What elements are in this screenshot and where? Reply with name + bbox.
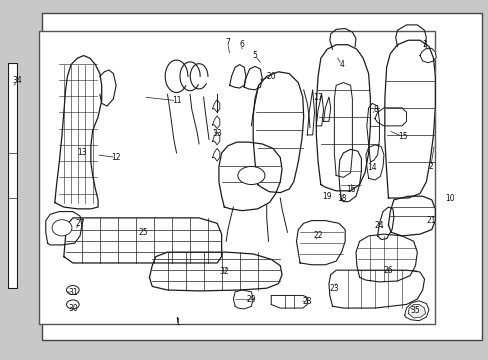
Polygon shape — [46, 212, 81, 245]
Text: 23: 23 — [329, 284, 339, 293]
Polygon shape — [64, 218, 221, 263]
Polygon shape — [253, 72, 303, 193]
Text: 6: 6 — [239, 40, 244, 49]
Polygon shape — [366, 103, 379, 162]
Polygon shape — [384, 40, 434, 198]
Text: 34: 34 — [12, 76, 22, 85]
Polygon shape — [296, 221, 345, 265]
Polygon shape — [338, 149, 361, 202]
Polygon shape — [355, 234, 416, 282]
Polygon shape — [55, 55, 102, 209]
Polygon shape — [328, 270, 424, 308]
Polygon shape — [465, 151, 488, 204]
Polygon shape — [377, 207, 393, 239]
Text: 20: 20 — [266, 72, 275, 81]
Polygon shape — [306, 90, 314, 135]
Text: 18: 18 — [336, 194, 346, 203]
Polygon shape — [323, 97, 330, 121]
Polygon shape — [229, 64, 245, 88]
Polygon shape — [316, 45, 370, 191]
Text: 4: 4 — [339, 60, 343, 69]
Text: 17: 17 — [313, 93, 322, 102]
Polygon shape — [271, 296, 306, 308]
Text: 11: 11 — [171, 96, 181, 105]
Text: 8: 8 — [373, 105, 377, 114]
Text: 1: 1 — [175, 318, 180, 327]
Text: 21: 21 — [426, 216, 436, 225]
Text: 33: 33 — [212, 129, 222, 138]
Text: 22: 22 — [313, 231, 322, 240]
Text: 28: 28 — [302, 297, 311, 306]
Text: 3: 3 — [421, 40, 426, 49]
Text: 19: 19 — [322, 192, 331, 201]
Polygon shape — [8, 63, 17, 288]
Ellipse shape — [52, 220, 72, 236]
Ellipse shape — [66, 300, 79, 309]
Polygon shape — [316, 94, 323, 126]
Text: 12: 12 — [111, 153, 121, 162]
Polygon shape — [404, 301, 428, 321]
Polygon shape — [244, 66, 262, 90]
Polygon shape — [387, 196, 434, 236]
Text: 10: 10 — [444, 194, 454, 203]
Polygon shape — [334, 82, 352, 177]
Text: 13: 13 — [77, 148, 86, 157]
Text: 29: 29 — [246, 294, 256, 303]
Text: 30: 30 — [68, 303, 78, 312]
Text: 35: 35 — [410, 306, 420, 315]
Polygon shape — [212, 116, 220, 129]
Bar — [39, 31, 434, 324]
Polygon shape — [219, 142, 282, 211]
Text: 14: 14 — [366, 163, 376, 172]
Text: 7: 7 — [225, 39, 230, 48]
Polygon shape — [233, 290, 253, 309]
Text: 31: 31 — [68, 288, 78, 297]
Ellipse shape — [237, 166, 264, 185]
Text: 26: 26 — [383, 266, 392, 275]
Polygon shape — [374, 108, 406, 126]
Text: 5: 5 — [252, 51, 257, 60]
Polygon shape — [445, 157, 474, 210]
Polygon shape — [212, 100, 220, 112]
Text: 32: 32 — [219, 267, 229, 276]
Text: 25: 25 — [138, 228, 148, 237]
Text: 16: 16 — [345, 185, 355, 194]
Polygon shape — [419, 48, 435, 63]
Ellipse shape — [66, 285, 79, 294]
Polygon shape — [407, 305, 425, 318]
Text: 24: 24 — [374, 221, 384, 230]
Polygon shape — [365, 145, 383, 180]
Text: 15: 15 — [397, 132, 407, 141]
Text: 2: 2 — [427, 162, 432, 171]
Text: 27: 27 — [75, 219, 85, 228]
Polygon shape — [212, 132, 220, 145]
Polygon shape — [149, 252, 282, 291]
Polygon shape — [212, 148, 220, 161]
